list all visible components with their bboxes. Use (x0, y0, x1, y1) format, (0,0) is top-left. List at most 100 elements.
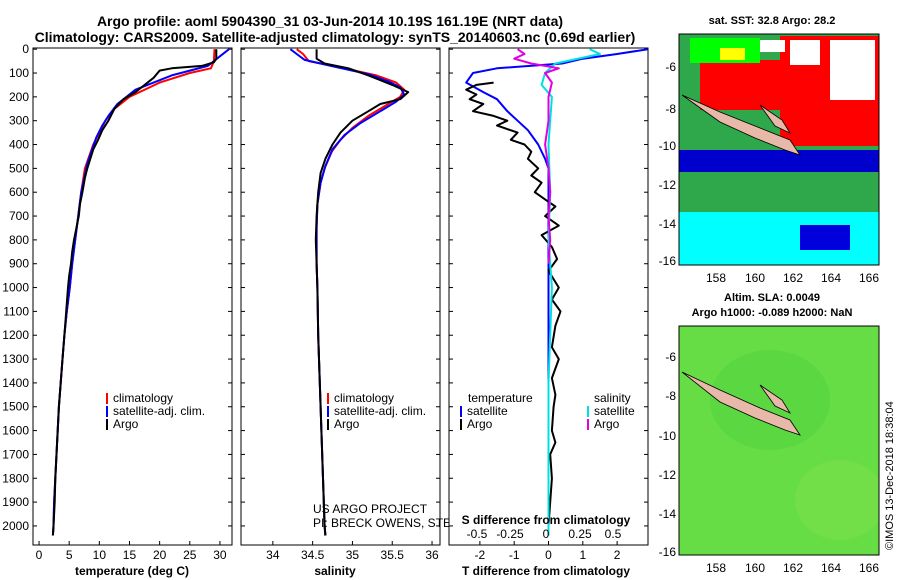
header-line-1: Argo profile: aoml 5904390_31 03-Jun-201… (97, 13, 563, 29)
header-line-2: Climatology: CARS2009. Satellite-adjuste… (35, 29, 636, 45)
depth-tick-label: 1100 (3, 304, 29, 318)
sst-ylabel-2: -8 (665, 102, 676, 116)
sla-xlabel-1: 158 (706, 561, 726, 575)
salinity-ticks: 34 34.5 35 35.5 36 (241, 48, 440, 562)
sla-patch-2 (795, 460, 879, 540)
sla-map-title-2: Argo h1000: -0.089 h2000: NaN (692, 307, 853, 319)
depth-tick-label: 500 (9, 161, 29, 175)
salinity-xlabel: salinity (314, 564, 356, 578)
depth-tick-label: 1400 (2, 376, 29, 390)
sst-xlabel-1: 158 (706, 271, 726, 285)
legend-climatology: climatology (113, 391, 173, 405)
sla-map-title-1: Altim. SLA: 0.0049 (724, 292, 820, 304)
s-tick-label: 0.25 (568, 527, 592, 541)
s-tick-label: -0.5 (467, 527, 488, 541)
sst-ylabel-5: -14 (659, 217, 677, 231)
x-tick-label: 2 (614, 548, 621, 562)
depth-tick-label: 1700 (2, 447, 29, 461)
sla-ylabel-3: -10 (659, 429, 677, 443)
sst-cloud-1 (790, 40, 820, 65)
depth-tick-label: 300 (9, 114, 29, 128)
sst-green-band (679, 172, 879, 212)
depth-tick-label: 400 (9, 138, 29, 152)
depth-tick-label: 1500 (2, 400, 29, 414)
difference-xlabel: T difference from climatology (462, 564, 630, 578)
depth-tick-label: 1600 (2, 424, 29, 438)
sla-ylabel-4: -12 (659, 468, 677, 482)
sst-ylabel-4: -12 (659, 178, 677, 192)
credit-project: US ARGO PROJECT (313, 502, 428, 516)
sst-ylabel-3: -10 (659, 139, 677, 153)
sla-island-chain (681, 371, 801, 436)
depth-tick-label: 800 (9, 233, 29, 247)
sla-island-2 (759, 384, 792, 414)
series-line-argo (314, 49, 410, 536)
sla-field (679, 326, 879, 555)
temperature-plot-frame (32, 47, 233, 546)
series-line-t-argo (465, 81, 562, 536)
x-tick-label: 15 (123, 548, 137, 562)
sla-xlabel-2: 160 (745, 561, 765, 575)
depth-tick-label: 0 (22, 42, 29, 56)
series-line-s-argo (513, 48, 560, 264)
sla-patch-1 (710, 350, 830, 450)
x-tick-label: -2 (475, 548, 486, 562)
x-tick-label: 25 (183, 548, 197, 562)
temperature-legend: climatology satellite-adj. clim. Argo (106, 391, 205, 431)
sst-cloud-2 (830, 40, 875, 100)
depth-tick-label: 1300 (2, 352, 29, 366)
series-line-s-satellite (540, 48, 601, 536)
depth-tick-label: 100 (9, 66, 29, 80)
depth-axis: 0 100 200 300 400 500 600 700 800 900 1000 1100 1200… (2, 42, 29, 533)
depth-tick-label: 200 (9, 90, 29, 104)
depth-tick-label: 700 (9, 209, 29, 223)
sst-xlabel-4: 164 (821, 271, 841, 285)
depth-tick-label: 900 (9, 257, 29, 271)
depth-tick-label: 1900 (2, 495, 29, 509)
sst-ylabel-6: -16 (659, 254, 677, 268)
depth-tick-label: 1200 (2, 328, 29, 342)
depth-tick-label: 1800 (2, 471, 29, 485)
depth-tick-label: 600 (9, 185, 29, 199)
temperature-ticks: 0 5 10 15 20 25 30 (33, 48, 232, 562)
legend-satellite: satellite-adj. clim. (334, 404, 426, 418)
sla-ylabel-2: -8 (665, 389, 676, 403)
salinity-plot-frame (240, 47, 441, 546)
sst-map: sat. SST: 32.8 Argo: 28.2 -6 -8 -10 -12 … (659, 15, 880, 285)
sla-xlabel-5: 166 (859, 561, 879, 575)
legend-argo: Argo (334, 417, 360, 431)
salinity-legend: climatology satellite-adj. clim. Argo (327, 391, 426, 431)
sst-cloud-3 (760, 40, 785, 52)
salinity-difference-ticks: -0.5 -0.25 0 0.25 0.5 (467, 527, 622, 541)
x-tick-label: 1 (579, 548, 586, 562)
difference-series (465, 48, 648, 536)
sst-island-chain (681, 94, 801, 156)
s-tick-label: 0 (543, 527, 550, 541)
x-tick-label: 35.5 (381, 548, 405, 562)
s-tick-label: 0.5 (605, 527, 622, 541)
timestamp: ©IMOS 13-Dec-2018 18:38:04 (884, 401, 896, 550)
sla-ylabel-6: -16 (659, 545, 677, 559)
sst-ylabel-1: -6 (665, 60, 676, 74)
series-line-argo (51, 49, 218, 536)
x-tick-label: 0 (545, 548, 552, 562)
sst-field (679, 34, 879, 265)
sst-xlabel-5: 166 (859, 271, 879, 285)
x-tick-label: 0 (36, 548, 43, 562)
legend-argo: Argo (113, 417, 139, 431)
sla-ylabel-1: -6 (665, 350, 676, 364)
difference-toplabel: S difference from climatology (462, 513, 631, 527)
x-tick-label: 5 (66, 548, 73, 562)
temperature-series (51, 48, 230, 536)
x-tick-label: 34 (266, 548, 280, 562)
sla-ylabel-5: -14 (659, 507, 677, 521)
x-tick-label: -1 (509, 548, 520, 562)
sst-xlabel-3: 162 (783, 271, 803, 285)
sst-map-title: sat. SST: 32.8 Argo: 28.2 (709, 15, 836, 27)
sst-cool-band (679, 150, 879, 172)
depth-tick-label: 2000 (2, 519, 29, 533)
temperature-xlabel: temperature (deg C) (75, 564, 189, 578)
salinity-panel: 34 34.5 35 35.5 36 salinity climatology sate… (240, 47, 593, 578)
x-tick-label: 35 (346, 548, 360, 562)
